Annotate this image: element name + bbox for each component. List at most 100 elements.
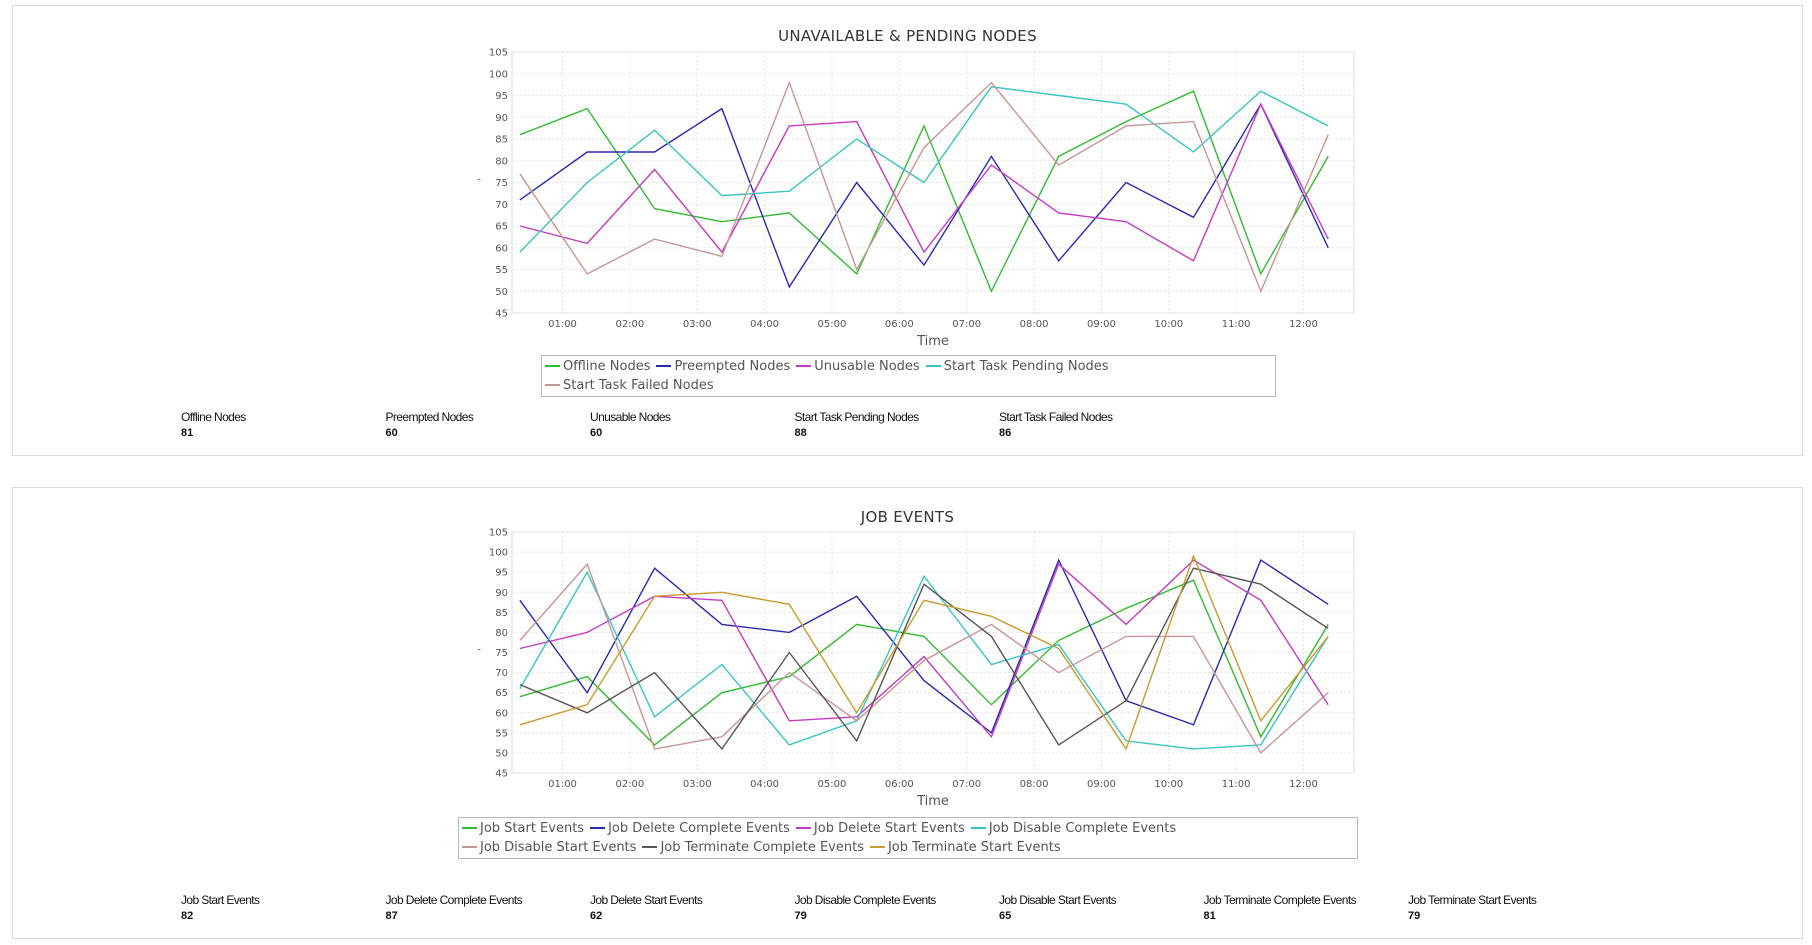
legend-swatch — [970, 826, 986, 829]
stat-label: Job Disable Complete Events — [794, 893, 937, 907]
y-tick-label: 85 — [495, 608, 508, 619]
legend-item-job-start-events[interactable]: Job Start Events — [462, 819, 584, 838]
stat-job-delete-complete-events: Job Delete Complete Events 87 — [386, 893, 523, 922]
series-line-job-disable-complete-events — [519, 570, 1329, 750]
y-axis-title: - — [477, 175, 481, 186]
x-tick-label: 10:00 — [1154, 319, 1183, 330]
legend-label: Job Start Events — [480, 821, 585, 836]
legend-swatch — [462, 845, 477, 848]
stat-job-start-events: Job Start Events 82 — [181, 893, 260, 922]
stat-job-disable-start-events: Job Disable Start Events 65 — [999, 893, 1117, 922]
legend-item-job-delete-complete-events[interactable]: Job Delete Complete Events — [590, 819, 790, 838]
y-tick-label: 100 — [489, 69, 508, 80]
stat-job-terminate-complete-events: Job Terminate Complete Events 81 — [1203, 893, 1357, 922]
y-tick-label: 100 — [489, 548, 508, 559]
series-line-offline-nodes — [519, 90, 1329, 293]
y-tick-label: 60 — [495, 243, 508, 254]
stat-label: Start Task Pending Nodes — [794, 410, 920, 424]
x-tick-label: 09:00 — [1087, 779, 1116, 790]
stat-value: 86 — [999, 427, 1012, 439]
x-tick-label: 05:00 — [818, 779, 847, 790]
legend-swatch — [545, 364, 560, 367]
stat-label: Offline Nodes — [181, 410, 246, 424]
series-line-start-task-failed-nodes — [519, 80, 1329, 294]
legend-item-start-task-failed-nodes[interactable]: Start Task Failed Nodes — [545, 376, 714, 395]
legend-label: Job Terminate Start Events — [887, 840, 1061, 855]
legend-swatch — [869, 845, 885, 848]
legend-item-job-disable-start-events[interactable]: Job Disable Start Events — [462, 838, 636, 857]
x-tick-label: 11:00 — [1222, 779, 1251, 790]
y-tick-label: 50 — [495, 748, 508, 759]
x-tick-label: 12:00 — [1289, 319, 1318, 330]
x-tick-label: 08:00 — [1020, 779, 1049, 790]
y-tick-label: 45 — [495, 309, 508, 320]
stat-value: 81 — [1203, 910, 1216, 922]
stat-value: 62 — [590, 910, 603, 922]
legend-label: Preempted Nodes — [674, 359, 791, 374]
x-tick-label: 02:00 — [615, 319, 644, 330]
stat-value: 79 — [1408, 910, 1421, 922]
job-events-chart: 45 50 55 60 65 70 75 80 85 90 95 100 105 01:00 02:00 03… — [477, 528, 1355, 809]
stat-value: 79 — [794, 910, 807, 922]
stat-start-task-failed-nodes: Start Task Failed Nodes 86 — [999, 410, 1113, 439]
x-tick-label: 01:00 — [548, 319, 577, 330]
legend-label: Offline Nodes — [563, 359, 651, 374]
stat-label: Job Terminate Start Events — [1408, 893, 1537, 907]
x-tick-label: 02:00 — [615, 779, 644, 790]
series-line-job-delete-complete-events — [519, 558, 1329, 734]
legend-item-job-disable-complete-events[interactable]: Job Disable Complete Events — [970, 819, 1177, 838]
stat-offline-nodes: Offline Nodes 81 — [181, 410, 246, 439]
stat-label: Start Task Failed Nodes — [999, 410, 1113, 424]
stat-value: 82 — [181, 910, 194, 922]
y-tick-label: 55 — [495, 728, 508, 739]
stat-value: 88 — [794, 427, 807, 439]
legend-item-preempted-nodes[interactable]: Preempted Nodes — [656, 357, 790, 376]
x-tick-label: 08:00 — [1020, 319, 1049, 330]
x-tick-label: 09:00 — [1087, 319, 1116, 330]
series-line-job-disable-start-events — [519, 562, 1329, 754]
stat-label: Preempted Nodes — [385, 410, 474, 424]
y-tick-label: 55 — [495, 265, 508, 276]
y-tick-label: 80 — [495, 628, 508, 639]
y-tick-label: 95 — [495, 91, 508, 102]
stat-label: Job Start Events — [181, 893, 260, 907]
legend-item-start-task-pending-nodes[interactable]: Start Task Pending Nodes — [925, 357, 1109, 376]
stat-value: 60 — [385, 427, 398, 439]
chart-legend: Offline Nodes Preempted Nodes Unusable Nod… — [541, 355, 1276, 397]
series-line-preempted-nodes — [519, 102, 1329, 289]
x-tick-label: 12:00 — [1289, 779, 1318, 790]
legend-swatch — [925, 364, 941, 367]
legend-swatch — [795, 826, 811, 829]
x-tick-label: 04:00 — [750, 319, 779, 330]
legend-item-unusable-nodes[interactable]: Unusable Nodes — [796, 357, 920, 376]
stat-label: Job Terminate Complete Events — [1203, 893, 1357, 907]
y-tick-label: 105 — [489, 528, 508, 539]
x-tick-label: 04:00 — [750, 779, 779, 790]
y-tick-label: 70 — [495, 200, 508, 211]
stat-value: 65 — [999, 910, 1012, 922]
x-tick-label: 01:00 — [548, 779, 577, 790]
x-tick-label: 07:00 — [952, 779, 981, 790]
legend-item-offline-nodes[interactable]: Offline Nodes — [545, 357, 650, 376]
y-tick-label: 90 — [495, 588, 508, 599]
y-tick-label: 105 — [489, 48, 508, 59]
x-tick-label: 11:00 — [1222, 319, 1251, 330]
x-tick-label: 03:00 — [683, 319, 712, 330]
legend-label: Job Delete Complete Events — [608, 821, 790, 836]
legend-label: Job Disable Complete Events — [988, 821, 1177, 836]
legend-label: Job Delete Start Events — [813, 821, 965, 836]
series-line-job-start-events — [519, 579, 1329, 746]
stat-start-task-pending-nodes: Start Task Pending Nodes 88 — [794, 410, 920, 439]
series-line-job-terminate-start-events — [519, 554, 1329, 751]
legend-swatch — [642, 845, 658, 848]
legend-item-job-delete-start-events[interactable]: Job Delete Start Events — [795, 819, 965, 838]
y-tick-label: 95 — [495, 568, 508, 579]
x-tick-label: 06:00 — [885, 779, 914, 790]
stat-label: Unusable Nodes — [590, 410, 671, 424]
legend-label: Job Terminate Complete Events — [660, 840, 864, 855]
legend-item-job-terminate-complete-events[interactable]: Job Terminate Complete Events — [642, 838, 864, 857]
legend-swatch — [590, 826, 606, 829]
stat-job-delete-start-events: Job Delete Start Events 62 — [590, 893, 703, 922]
legend-item-job-terminate-start-events[interactable]: Job Terminate Start Events — [869, 838, 1061, 857]
nodes-panel: UNAVAILABLE & PENDING NODES 45 50 55 60 65 70… — [12, 5, 1803, 456]
